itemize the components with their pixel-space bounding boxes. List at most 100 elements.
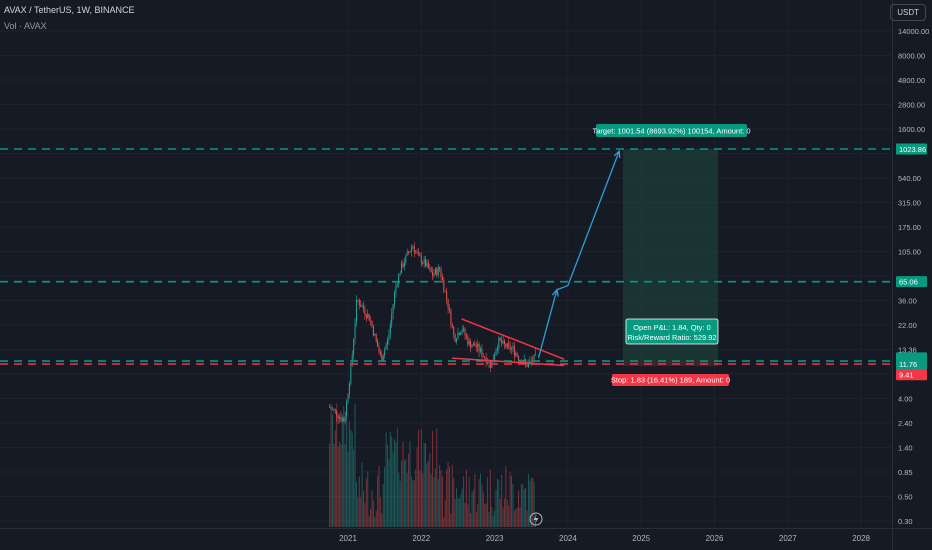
candle-body: [384, 349, 386, 356]
price-tag-box: [896, 143, 927, 155]
volume-bar: [495, 489, 497, 527]
volume-bar: [492, 515, 494, 527]
volume-bar: [413, 480, 415, 527]
price-tag-box: [896, 369, 927, 381]
price-tick-label: 22.00: [898, 321, 917, 330]
volume-bar: [461, 488, 463, 527]
volume-bar: [355, 481, 357, 527]
volume-bar: [463, 476, 465, 527]
price-tick-label: 4.00: [898, 395, 913, 404]
candle-body: [501, 340, 503, 344]
candle-body: [339, 416, 341, 419]
candle-body: [454, 334, 456, 342]
volume-bar: [388, 459, 390, 527]
symbol-title[interactable]: AVAX / TetherUS, 1W, BINANCE: [4, 5, 135, 15]
volume-bar: [457, 497, 459, 527]
volume-bar: [480, 473, 482, 527]
candle-body: [461, 330, 463, 333]
candle-body: [355, 299, 357, 323]
volume-bar: [344, 444, 346, 527]
volume-bar: [408, 453, 410, 527]
projection-arrowhead-1: [551, 288, 559, 297]
candle-body: [336, 410, 338, 417]
price-tick-label: 0.50: [898, 493, 913, 502]
volume-bar: [379, 497, 381, 527]
candle-body: [430, 268, 432, 273]
candle-body: [515, 353, 517, 356]
volume-bar: [468, 476, 470, 527]
candle-body: [470, 341, 472, 348]
price-tick-label: 540.00: [898, 174, 921, 183]
volume-bar: [367, 471, 369, 527]
candle-body: [330, 407, 332, 409]
volume-bar: [363, 491, 365, 527]
price-tick-label: 13.36: [898, 346, 917, 355]
price-tick-label: 2.40: [898, 419, 913, 428]
trend-drawings: [452, 149, 621, 367]
price-tick-label: 1.40: [898, 444, 913, 453]
candle-body: [484, 356, 486, 359]
candle-body: [395, 284, 397, 293]
volume-bar: [523, 489, 525, 527]
candle-body: [478, 344, 480, 352]
volume-bar: [426, 463, 428, 527]
volume-bar: [410, 476, 412, 527]
volume-bar: [406, 473, 408, 527]
volume-bar: [530, 477, 532, 527]
volume-bar: [370, 508, 372, 527]
pnl-label-line2: Risk/Reward Ratio: 529.92: [627, 333, 716, 342]
candle-body: [480, 348, 482, 352]
candle-body: [391, 313, 393, 325]
volume-bar: [515, 508, 517, 527]
candle-body: [353, 339, 355, 355]
volume-bar: [441, 476, 443, 527]
candle-body: [467, 337, 469, 345]
candle-body: [348, 383, 350, 395]
volume-bar: [450, 513, 452, 527]
volume-bar: [499, 499, 501, 527]
volume-bar: [329, 443, 331, 527]
candle-body: [406, 251, 408, 256]
stop-label: Stop: 1.83 (16.41%) 189, Amount: 0: [611, 376, 730, 385]
volume-bar: [350, 429, 352, 527]
candle-body: [367, 314, 369, 318]
price-tick-label: 105.00: [898, 248, 921, 257]
candle-body: [357, 299, 359, 301]
volume-bar: [381, 513, 383, 527]
volume-indicator-label[interactable]: Vol · AVAX: [4, 21, 47, 31]
volume-bar: [484, 503, 486, 527]
candle-body: [409, 251, 411, 253]
candle-body: [354, 322, 356, 340]
volume-bar: [357, 497, 359, 527]
volume-bar: [487, 477, 489, 527]
volume-bar: [433, 477, 435, 527]
candle-body: [415, 251, 417, 253]
candle-body: [496, 347, 498, 351]
volume-bar: [368, 515, 370, 527]
candle-body: [460, 332, 462, 335]
candle-body: [417, 253, 419, 254]
candle-body: [441, 276, 443, 280]
time-axis[interactable]: 2021 2022 2023 2024 2025 2026 2027 2028: [339, 534, 870, 543]
price-axis[interactable]: 14000.00 8000.00 4800.00 2800.00 1600.00 540.…: [896, 27, 929, 526]
volume-bar: [516, 507, 518, 527]
candle-body: [410, 247, 412, 252]
candle-body: [426, 262, 428, 267]
currency-unit-button[interactable]: USDT: [890, 4, 926, 21]
volume-bar: [395, 442, 397, 527]
candle-body: [482, 356, 484, 358]
volume-bar: [430, 474, 432, 527]
volume-bar: [361, 462, 363, 527]
candle-body: [351, 354, 353, 365]
volume-bar: [341, 414, 343, 527]
candle-body: [331, 408, 333, 410]
volume-bar: [519, 507, 521, 527]
candle-body: [516, 353, 518, 357]
volume-bar: [491, 506, 493, 527]
volume-bar: [384, 467, 386, 527]
volume-bar: [502, 507, 504, 527]
candle-body: [502, 340, 504, 344]
time-tick-label: 2026: [706, 534, 724, 543]
